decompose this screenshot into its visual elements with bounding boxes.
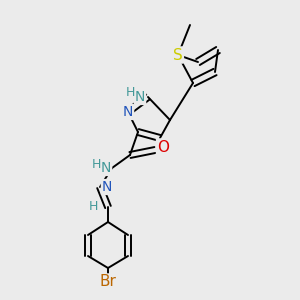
Text: N: N xyxy=(123,105,133,119)
Text: H: H xyxy=(91,158,101,172)
Text: Br: Br xyxy=(100,274,116,290)
Text: O: O xyxy=(157,140,169,154)
Text: S: S xyxy=(173,47,183,62)
Text: N: N xyxy=(101,161,111,175)
Text: H: H xyxy=(88,200,98,214)
Text: N: N xyxy=(102,180,112,194)
Text: H: H xyxy=(125,85,135,98)
Text: N: N xyxy=(135,90,145,104)
